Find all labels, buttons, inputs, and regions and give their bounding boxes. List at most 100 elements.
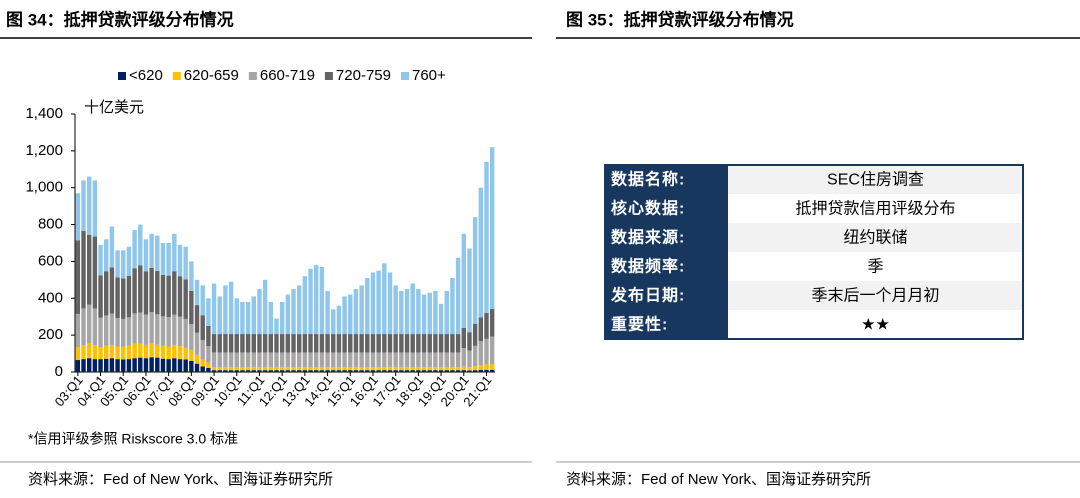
bar-segment bbox=[387, 334, 393, 353]
bar-segment bbox=[75, 360, 81, 372]
bar-segment bbox=[478, 341, 484, 366]
bar-segment bbox=[416, 370, 421, 372]
bar-segment bbox=[450, 367, 455, 371]
bar-segment bbox=[92, 359, 98, 372]
bar-segment bbox=[279, 334, 285, 353]
bar-segment bbox=[370, 272, 376, 335]
bar-segment bbox=[291, 352, 296, 368]
bar-segment bbox=[189, 349, 194, 361]
bar-segment bbox=[138, 343, 143, 358]
bar-segment bbox=[240, 301, 245, 335]
table-key: 数据频率: bbox=[611, 257, 685, 276]
bar-segment bbox=[393, 370, 398, 372]
bar-segment bbox=[302, 367, 308, 371]
bar-segment bbox=[149, 267, 154, 313]
bar-segment bbox=[257, 370, 262, 372]
bar-segment bbox=[416, 289, 421, 335]
bar-segment bbox=[399, 290, 404, 335]
table-value: ★★ bbox=[861, 317, 890, 334]
bar-segment bbox=[404, 352, 410, 368]
bar-segment bbox=[115, 346, 120, 360]
bar-segment bbox=[200, 315, 205, 341]
bar-segment bbox=[314, 352, 319, 368]
bar-segment bbox=[240, 352, 245, 368]
bar-segment bbox=[455, 367, 461, 371]
bar-segment bbox=[274, 352, 279, 368]
legend-label: 720-759 bbox=[336, 67, 391, 84]
bar-segment bbox=[353, 367, 359, 371]
bar-segment bbox=[149, 233, 154, 268]
bar-segment bbox=[438, 303, 444, 335]
bar-segment bbox=[461, 233, 466, 328]
bar-segment bbox=[489, 147, 495, 309]
bar-segment bbox=[245, 352, 251, 368]
bar-segment bbox=[92, 236, 98, 309]
bar-segment bbox=[206, 325, 211, 347]
bar-segment bbox=[399, 367, 404, 371]
bar-segment bbox=[427, 367, 432, 371]
bar-segment bbox=[404, 334, 410, 353]
table-value: 季 bbox=[867, 258, 883, 276]
bar-segment bbox=[489, 308, 495, 337]
bar-segment bbox=[109, 344, 115, 359]
bar-segment bbox=[438, 370, 444, 372]
bar-segment bbox=[194, 305, 200, 333]
bar-segment bbox=[331, 309, 336, 335]
panel-title: 图 35：抵押贷款评级分布情况 bbox=[566, 9, 794, 29]
bar-segment bbox=[160, 243, 166, 275]
bar-segment bbox=[308, 352, 313, 368]
bar-segment bbox=[359, 285, 364, 335]
bar-segment bbox=[484, 161, 489, 314]
bar-segment bbox=[382, 370, 387, 372]
bar-segment bbox=[228, 352, 234, 368]
bar-segment bbox=[183, 347, 188, 360]
bar-segment bbox=[331, 370, 336, 372]
bar-segment bbox=[296, 370, 302, 372]
bar-segment bbox=[240, 370, 245, 372]
bar-segment bbox=[104, 271, 109, 316]
bar-segment bbox=[104, 239, 109, 272]
bar-segment bbox=[342, 334, 347, 353]
bar-segment bbox=[325, 334, 330, 353]
bar-segment bbox=[217, 352, 222, 368]
bar-segment bbox=[444, 367, 449, 371]
bar-segment bbox=[370, 334, 376, 353]
bar-segment bbox=[455, 352, 461, 368]
bar-segment bbox=[302, 276, 308, 335]
bar-segment bbox=[104, 358, 109, 372]
bar-segment bbox=[319, 370, 325, 372]
bar-segment bbox=[75, 313, 81, 348]
bar-segment bbox=[155, 314, 160, 345]
bar-segment bbox=[86, 343, 92, 359]
bar-segment bbox=[81, 359, 86, 372]
bar-segment bbox=[444, 370, 449, 372]
bar-segment bbox=[121, 359, 126, 372]
bar-segment bbox=[302, 352, 308, 368]
bar-segment bbox=[365, 370, 370, 372]
bar-segment bbox=[132, 358, 137, 372]
bar-segment bbox=[325, 370, 330, 372]
bar-segment bbox=[376, 352, 381, 368]
bar-segment bbox=[393, 367, 398, 371]
bar-segment bbox=[438, 352, 444, 368]
y-tick-label: 1,000 bbox=[25, 179, 63, 196]
bar-segment bbox=[421, 334, 427, 353]
bar-segment bbox=[416, 334, 421, 353]
bar-segment bbox=[353, 289, 359, 335]
bar-segment bbox=[262, 352, 268, 368]
bar-segment bbox=[155, 344, 160, 358]
bar-segment bbox=[285, 367, 291, 371]
bar-segment bbox=[251, 367, 256, 371]
bar-segment bbox=[274, 334, 279, 353]
bar-segment bbox=[138, 265, 143, 313]
bar-segment bbox=[262, 367, 268, 371]
bar-segment bbox=[279, 301, 285, 335]
bar-segment bbox=[461, 348, 466, 367]
bar-segment bbox=[314, 334, 319, 353]
bar-segment bbox=[279, 352, 285, 368]
table-cell-bg bbox=[728, 281, 1023, 310]
bar-segment bbox=[115, 250, 120, 278]
bar-segment bbox=[291, 370, 296, 372]
bar-segment bbox=[92, 345, 98, 360]
bar-segment bbox=[285, 334, 291, 353]
